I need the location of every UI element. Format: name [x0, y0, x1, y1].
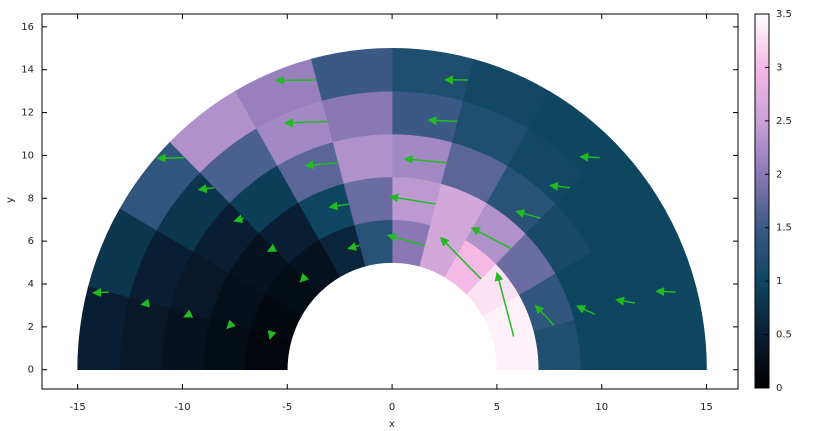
flow-arrow: [267, 243, 278, 252]
y-tick-label: 16: [21, 22, 34, 33]
field-cell: [321, 90, 393, 143]
colorbar-tick-label: 1.5: [776, 223, 792, 234]
flow-arrow: [328, 201, 349, 211]
y-axis-label: y: [5, 197, 16, 203]
plot-frame: [41, 13, 739, 390]
flow-arrow: [615, 296, 636, 306]
x-tick-label: -10: [174, 402, 190, 413]
x-tick-label: 5: [494, 402, 500, 413]
field-cell: [391, 133, 453, 184]
field-cell: [77, 286, 130, 371]
flow-arrow: [156, 153, 185, 163]
field-cell: [161, 308, 211, 371]
y-tick-label: 12: [21, 108, 34, 119]
flow-arrow: [579, 152, 600, 162]
colorbar-tick-label: 1: [776, 276, 782, 287]
flow-arrow: [576, 305, 595, 315]
x-tick-label: -15: [69, 402, 85, 413]
colorbar-tick-label: 2: [776, 169, 782, 180]
colorbar: [755, 14, 769, 388]
flow-arrow: [548, 181, 571, 191]
flow-arrow: [386, 233, 425, 247]
y-tick-label: 2: [28, 322, 34, 333]
flow-arrow: [267, 329, 277, 340]
flow-arrow: [140, 298, 150, 308]
colorbar-tick-label: 0: [776, 383, 782, 394]
x-tick-label: 10: [595, 402, 608, 413]
flow-arrow: [299, 273, 310, 283]
y-tick-label: 10: [21, 150, 34, 161]
colorbar-tick-label: 3.5: [776, 9, 792, 20]
flow-arrow: [439, 236, 482, 280]
y-tick-label: 6: [28, 236, 34, 247]
flow-arrow: [470, 227, 512, 250]
flow-arrow: [226, 319, 236, 330]
flow-arrow: [534, 304, 555, 326]
field-cell: [391, 90, 463, 143]
x-tick-label: -5: [282, 402, 292, 413]
y-tick-label: 8: [28, 193, 34, 204]
flow-arrow: [655, 287, 676, 297]
flow-arrow: [515, 209, 541, 219]
flow-arrow: [92, 288, 109, 298]
colorbar-tick-label: 0.5: [776, 330, 792, 341]
y-tick-label: 4: [28, 279, 34, 290]
field-cell: [119, 297, 170, 371]
flow-arrow: [233, 214, 245, 224]
x-axis-label: x: [389, 419, 395, 430]
flow-arrow: [403, 155, 447, 165]
flow-arrow: [427, 116, 458, 126]
flow-arrow: [389, 193, 436, 205]
flow-arrow: [197, 184, 215, 194]
flow-arrow: [494, 271, 515, 337]
y-tick-label: 14: [21, 65, 34, 76]
flow-arrow: [304, 160, 338, 170]
y-tick-label: 0: [28, 365, 34, 376]
colorbar-frame: [754, 13, 770, 389]
flow-arrow: [347, 242, 360, 251]
flow-arrow: [283, 118, 327, 128]
field-cell: [614, 297, 665, 371]
colorbar-tick-label: 3: [776, 62, 782, 73]
colorbar-tick-label: 2.5: [776, 116, 792, 127]
flow-arrow: [183, 309, 194, 318]
x-tick-label: 0: [389, 402, 395, 413]
x-tick-label: 15: [700, 402, 713, 413]
